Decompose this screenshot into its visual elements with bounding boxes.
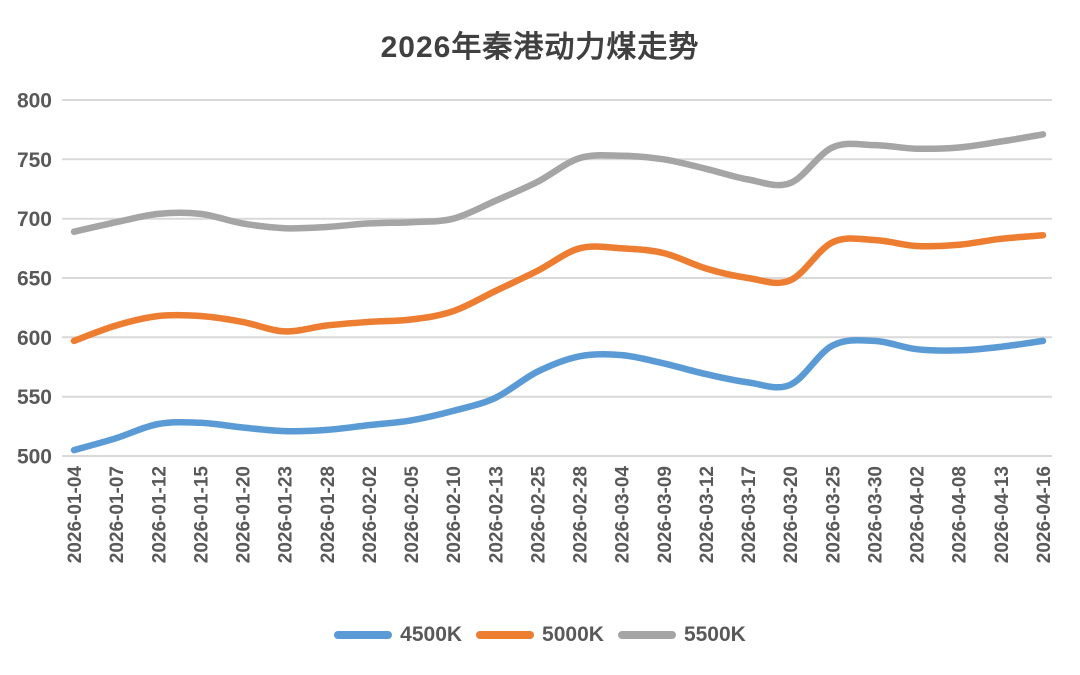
x-tick-label-18: 2026-03-25 [823,466,844,564]
legend-label-5500k: 5500K [683,623,746,646]
legend-item-5500k: 5500K [617,623,746,647]
legend-swatch-5000k [476,631,535,639]
legend-label-5000k: 5000K [542,623,604,646]
x-tick-label-9: 2026-02-10 [444,466,465,563]
series-line-4500k [70,336,1047,454]
legend-swatch-4500k [334,631,393,639]
x-tick-label-16: 2026-03-17 [739,466,760,563]
plot-area: 500 550 600 650 700 750 800 2026-01-04 2026-01-0… [17,90,1055,564]
x-tick-label-3: 2026-01-15 [191,466,212,564]
legend-label-4500k: 4500K [400,623,463,646]
x-tick-label-2: 2026-01-12 [149,466,170,563]
x-tick-label-5: 2026-01-23 [276,466,297,563]
series-line-5000k [70,232,1047,345]
chart-title: 2026年秦港动力煤走势 [380,31,700,64]
x-tick-label-13: 2026-03-04 [613,466,634,564]
x-tick-label-20: 2026-04-02 [908,466,929,563]
x-tick-label-10: 2026-02-13 [486,466,507,563]
y-tick-label-700: 700 [17,208,52,231]
y-tick-label-650: 650 [17,268,52,291]
x-tick-label-1: 2026-01-07 [107,466,128,563]
x-tick-label-22: 2026-04-13 [992,466,1013,563]
chart-legend: 4500K 5000K 5500K [0,623,1080,647]
x-tick-label-17: 2026-03-20 [781,466,802,563]
y-tick-label-550: 550 [17,386,52,409]
x-tick-label-21: 2026-04-08 [950,466,971,563]
x-tick-label-0: 2026-01-04 [65,466,86,564]
y-tick-label-800: 800 [17,90,52,113]
y-tick-label-600: 600 [17,327,52,350]
legend-item-5000k: 5000K [476,623,604,647]
x-tick-label-8: 2026-02-05 [402,466,423,564]
x-tick-label-11: 2026-02-25 [528,466,549,564]
x-tick-label-7: 2026-02-02 [360,466,381,563]
x-tick-label-15: 2026-03-12 [697,466,718,563]
y-tick-label-750: 750 [17,149,52,172]
x-tick-label-12: 2026-02-28 [571,466,592,563]
legend-item-4500k: 4500K [334,623,462,647]
x-tick-label-19: 2026-03-30 [866,466,887,563]
series-line-5500k [70,131,1047,235]
x-tick-label-4: 2026-01-20 [234,466,255,563]
x-tick-label-14: 2026-03-09 [655,466,676,563]
x-tick-label-6: 2026-01-28 [318,466,339,563]
x-tick-label-23: 2026-04-16 [1034,466,1055,563]
y-tick-label-500: 500 [17,446,52,469]
legend-swatch-5500k [617,631,676,639]
